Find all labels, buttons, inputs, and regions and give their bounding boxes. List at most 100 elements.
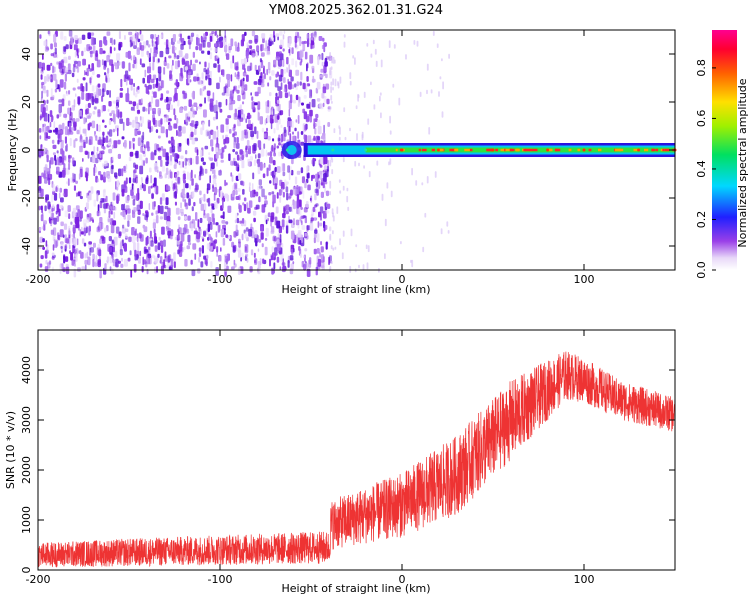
noise-cell <box>224 256 229 263</box>
noise-cell <box>105 75 108 82</box>
noise-cell <box>118 43 121 51</box>
noise-cell <box>114 172 118 178</box>
noise-cell <box>121 227 126 234</box>
noise-cell <box>236 248 239 252</box>
noise-cell <box>91 63 94 71</box>
noise-cell <box>148 74 152 80</box>
noise-cell <box>137 85 140 90</box>
noise-cell <box>251 52 255 58</box>
noise-cell <box>259 196 262 203</box>
noise-cell <box>164 205 169 210</box>
noise-cell <box>276 99 280 104</box>
noise-cell <box>174 114 177 121</box>
noise-cell <box>255 52 259 58</box>
noise-cell <box>225 83 228 89</box>
noise-cell <box>259 62 262 70</box>
noise-cell <box>341 252 344 260</box>
noise-cell <box>236 89 240 94</box>
noise-cell <box>44 170 46 178</box>
noise-cell <box>356 133 358 141</box>
noise-cell <box>269 92 272 97</box>
noise-cell <box>254 102 258 106</box>
signal-point <box>546 148 550 152</box>
noise-cell <box>215 111 218 120</box>
noise-cell <box>227 205 232 213</box>
noise-cell <box>318 102 322 108</box>
noise-cell <box>354 57 356 65</box>
noise-cell <box>142 150 146 155</box>
noise-cell <box>133 162 136 168</box>
noise-cell <box>46 64 51 71</box>
noise-cell <box>69 137 72 147</box>
noise-cell <box>225 118 229 125</box>
noise-cell <box>190 32 195 37</box>
noise-cell <box>53 42 57 48</box>
noise-cell <box>48 173 53 180</box>
noise-cell <box>256 235 260 242</box>
noise-cell <box>171 45 175 54</box>
noise-cell <box>266 127 268 132</box>
noise-cell <box>286 66 288 73</box>
noise-cell <box>301 176 305 184</box>
noise-cell <box>282 171 286 177</box>
noise-cell <box>59 79 64 88</box>
noise-cell <box>253 189 256 195</box>
noise-cell <box>336 206 339 214</box>
noise-cell <box>314 193 317 201</box>
noise-cell <box>75 219 80 229</box>
noise-cell <box>104 227 107 233</box>
noise-cell <box>65 92 69 97</box>
noise-cell <box>250 92 252 96</box>
noise-cell <box>317 258 321 267</box>
noise-cell <box>151 212 154 216</box>
noise-cell <box>99 153 102 159</box>
noise-cell <box>293 248 295 253</box>
noise-cell <box>239 157 243 161</box>
noise-cell <box>215 100 218 106</box>
noise-cell <box>62 122 65 130</box>
noise-cell <box>357 94 360 99</box>
noise-cell <box>162 148 167 158</box>
noise-cell <box>85 202 89 210</box>
noise-cell <box>152 62 155 71</box>
noise-cell <box>268 192 272 196</box>
noise-cell <box>304 124 307 131</box>
noise-cell <box>252 172 255 180</box>
noise-cell <box>45 104 48 112</box>
noise-cell <box>125 228 129 233</box>
noise-cell <box>89 94 92 99</box>
noise-cell <box>179 161 182 169</box>
noise-cell <box>323 165 327 172</box>
noise-cell <box>98 124 101 132</box>
noise-cell <box>242 188 245 195</box>
noise-cell <box>289 125 291 133</box>
noise-cell <box>215 161 218 167</box>
noise-cell <box>51 208 54 212</box>
noise-cell <box>38 175 42 184</box>
noise-cell <box>180 243 183 252</box>
noise-cell <box>147 119 150 123</box>
noise-cell <box>105 195 108 203</box>
noise-cell <box>242 181 245 187</box>
noise-cell <box>212 185 215 193</box>
noise-cell <box>78 97 80 106</box>
noise-cell <box>289 133 292 142</box>
noise-cell <box>89 68 93 72</box>
noise-cell <box>121 61 126 69</box>
noise-cell <box>52 183 55 192</box>
noise-cell <box>93 106 97 110</box>
noise-cell <box>210 208 213 214</box>
noise-cell <box>183 93 188 99</box>
noise-cell <box>107 67 110 74</box>
noise-cell <box>205 129 209 137</box>
noise-cell <box>267 82 270 87</box>
noise-cell <box>43 220 47 225</box>
signal-peak <box>487 148 493 152</box>
noise-cell <box>324 61 328 67</box>
noise-cell <box>166 184 170 191</box>
noise-cell <box>332 212 334 218</box>
noise-cell <box>148 246 151 251</box>
noise-cell <box>319 222 323 227</box>
noise-cell <box>322 210 327 219</box>
noise-cell <box>283 88 286 93</box>
